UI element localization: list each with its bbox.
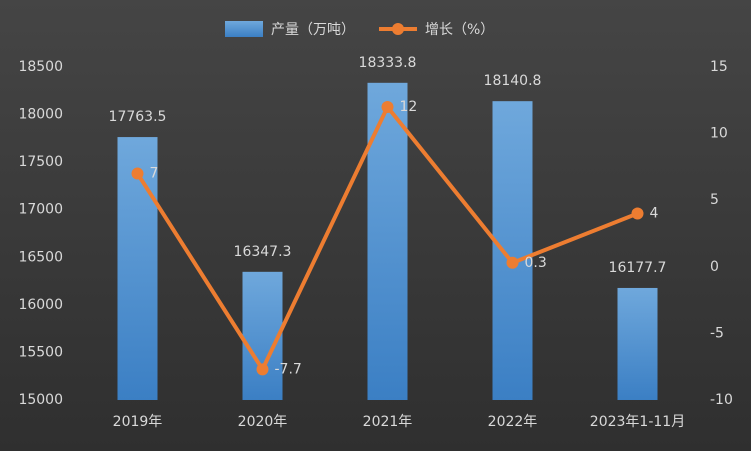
line-value-label: 7 xyxy=(150,166,159,182)
bar xyxy=(367,82,408,400)
line-value-label: -7.7 xyxy=(275,361,302,377)
line-marker xyxy=(381,100,394,113)
y-tick-label: 17500 xyxy=(18,154,63,170)
bar xyxy=(242,271,283,400)
x-tick-label: 2020年 xyxy=(238,414,288,430)
line-marker xyxy=(131,167,144,180)
legend-swatch xyxy=(225,21,263,37)
y-tick-label: 16500 xyxy=(18,249,63,265)
y2-tick-label: 15 xyxy=(710,59,728,75)
y2-tick-label: -10 xyxy=(710,392,733,408)
legend-swatch xyxy=(392,23,404,35)
legend-label: 增长（%） xyxy=(425,22,494,38)
line-marker xyxy=(631,207,644,220)
y-tick-label: 15500 xyxy=(18,344,63,360)
y-tick-label: 18500 xyxy=(18,59,63,75)
y2-tick-label: -5 xyxy=(710,325,724,341)
bar-value-label: 16177.7 xyxy=(609,260,667,276)
line-value-label: 4 xyxy=(650,206,659,222)
x-tick-label: 2022年 xyxy=(488,414,538,430)
y-tick-label: 18000 xyxy=(18,107,63,123)
line-marker xyxy=(506,256,519,269)
line-value-label: 12 xyxy=(400,99,418,115)
bar-value-label: 17763.5 xyxy=(109,109,167,125)
bar-value-label: 18333.8 xyxy=(359,55,417,71)
x-tick-label: 2023年1-11月 xyxy=(590,414,685,430)
legend-label: 产量（万吨） xyxy=(271,22,355,38)
y2-tick-label: 5 xyxy=(710,192,719,208)
bar xyxy=(492,101,533,400)
y-tick-label: 16000 xyxy=(18,297,63,313)
y-tick-label: 17000 xyxy=(18,202,63,218)
bar-value-label: 18140.8 xyxy=(484,73,542,89)
x-tick-label: 2019年 xyxy=(113,414,163,430)
x-tick-label: 2021年 xyxy=(363,414,413,430)
y-tick-label: 15000 xyxy=(18,392,63,408)
bar xyxy=(117,137,158,401)
line-value-label: 0.3 xyxy=(525,255,547,271)
bar-value-label: 16347.3 xyxy=(234,244,292,260)
y2-tick-label: 10 xyxy=(710,126,728,142)
y2-tick-label: 0 xyxy=(710,259,719,275)
bar xyxy=(617,287,658,400)
line-marker xyxy=(256,363,269,376)
